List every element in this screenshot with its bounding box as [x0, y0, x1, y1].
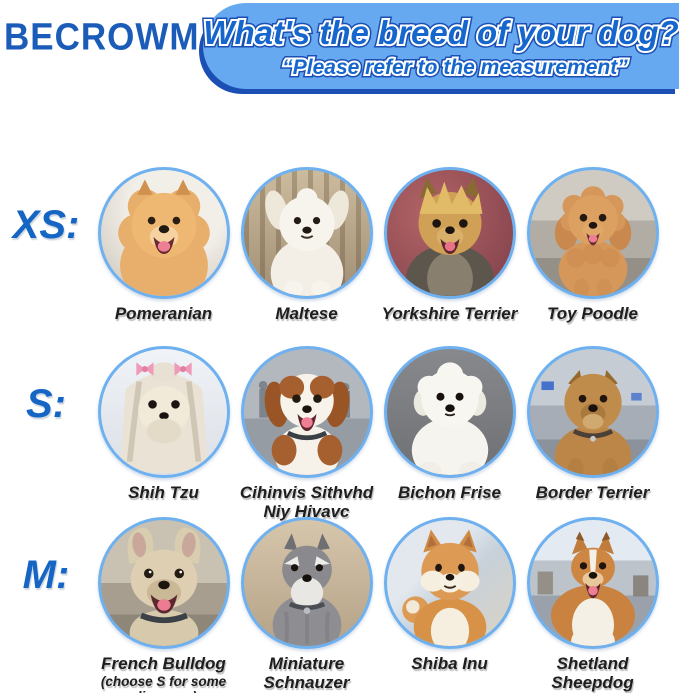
size-row-m: M:: [0, 517, 679, 693]
breed-label: Miniature Schnauzer: [263, 654, 350, 693]
miniature-schnauzer-photo: [240, 517, 373, 649]
cavalier-spaniel-photo: [240, 346, 373, 478]
banner-title: What's the breed of your dog? What's the…: [200, 11, 679, 55]
shiba-inu-photo: [383, 517, 516, 649]
pomeranian-illustration: [117, 179, 210, 296]
shih-tzu-illustration: [119, 362, 208, 474]
border-terrier-photo: [526, 346, 659, 478]
bichon-frise-photo: [383, 346, 516, 478]
breed-label: Toy Poodle: [547, 304, 638, 323]
pomeranian-photo: [97, 167, 230, 299]
toy-poodle-illustration: [554, 186, 631, 296]
size-label-xs: XS:: [12, 202, 80, 247]
shetland-sheepdog-photo: [526, 517, 659, 649]
shiba-inu-illustration: [401, 529, 486, 646]
breed-card-border-terrier: Border Terrier: [521, 346, 664, 521]
size-label-m: M:: [22, 552, 70, 597]
breed-label: Cihinvis Sithvhd Niy Hivavc: [239, 483, 374, 522]
maltese-illustration: [264, 188, 349, 296]
breed-card-cavalier-spaniel: Cihinvis Sithvhd Niy Hivavc: [235, 346, 378, 521]
breed-card-miniature-schnauzer: Miniature Schnauzer: [235, 517, 378, 693]
breed-card-pomeranian: Pomeranian: [92, 167, 235, 323]
shih-tzu-photo: [97, 346, 230, 478]
brand-logo: BECROWM: [4, 16, 200, 59]
maltese-photo: [240, 167, 373, 299]
yorkshire-terrier-illustration: [405, 177, 494, 296]
breed-label: Maltese: [275, 304, 338, 323]
header-banner: What's the breed of your dog? What's the…: [200, 3, 679, 89]
border-terrier-illustration: [540, 370, 642, 475]
breed-label: Shiba Inu: [411, 654, 488, 673]
size-row-xs: XS:: [0, 167, 679, 323]
breed-label: Shetland Sheepdog: [551, 654, 634, 693]
banner-subtitle: “Please refer to the measurement” “Pleas…: [279, 53, 631, 83]
toy-poodle-photo: [526, 167, 659, 299]
breed-label: Bichon Frise: [398, 483, 501, 502]
breed-card-shih-tzu: Shih Tzu: [92, 346, 235, 521]
french-bulldog-photo: [97, 517, 230, 649]
cavalier-spaniel-illustration: [258, 373, 350, 475]
size-row-s: S:: [0, 346, 679, 521]
breed-card-toy-poodle: Toy Poodle: [521, 167, 664, 323]
breed-card-maltese: Maltese: [235, 167, 378, 323]
french-bulldog-illustration: [127, 527, 200, 646]
breed-label: Shih Tzu: [128, 483, 199, 502]
breed-label: Yorkshire Terrier: [381, 304, 518, 323]
yorkshire-terrier-photo: [383, 167, 516, 299]
shetland-sheepdog-illustration: [537, 531, 648, 646]
breed-label: French Bulldog (choose S for some slim o…: [100, 654, 227, 693]
breed-card-yorkshire-terrier: Yorkshire Terrier: [378, 167, 521, 323]
size-label-s: S:: [26, 381, 66, 426]
breed-card-french-bulldog: French Bulldog (choose S for some slim o…: [92, 517, 235, 693]
breed-label: Border Terrier: [535, 483, 650, 502]
breed-card-shetland-sheepdog: Shetland Sheepdog: [521, 517, 664, 693]
breed-card-shiba-inu: Shiba Inu: [378, 517, 521, 693]
bichon-frise-illustration: [411, 362, 488, 475]
miniature-schnauzer-illustration: [272, 533, 341, 646]
breed-card-bichon-frise: Bichon Frise: [378, 346, 521, 521]
breed-label: Pomeranian: [114, 304, 213, 323]
